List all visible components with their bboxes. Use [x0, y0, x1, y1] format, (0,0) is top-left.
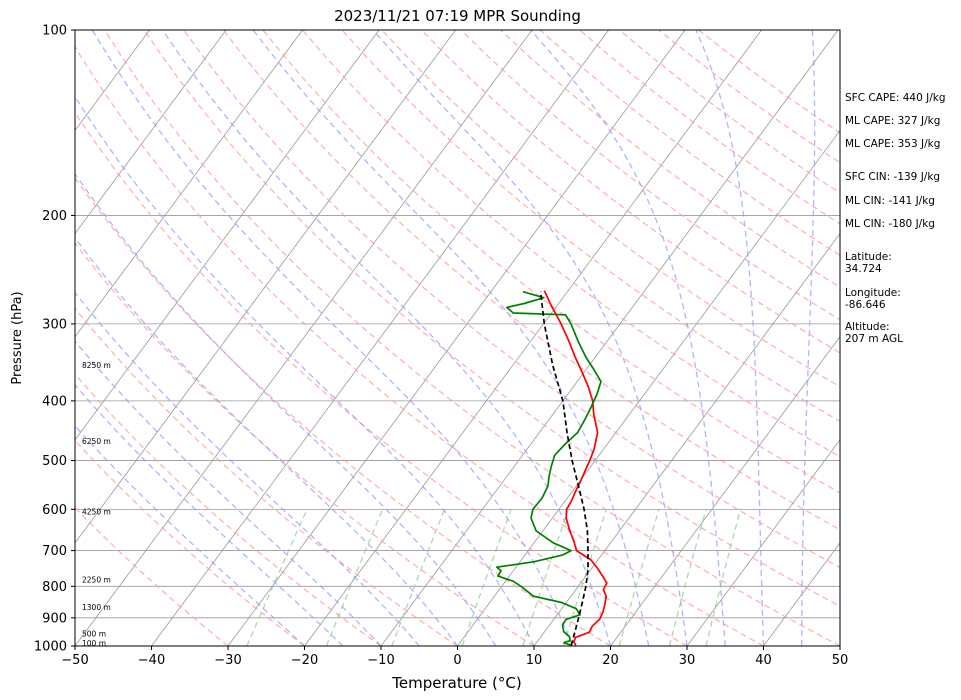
dry-adiabat-line	[381, 30, 840, 388]
info-latitude: Latitude: 34.724	[845, 251, 892, 275]
x-axis-label: Temperature (°C)	[391, 674, 521, 692]
height-label: 8250 m	[82, 361, 111, 370]
moist-adiabat-line	[91, 30, 573, 646]
moist-adiabat-line	[75, 384, 344, 646]
y-tick-label: 300	[42, 317, 67, 332]
isotherm-line	[75, 30, 380, 441]
moist-adiabat-line	[75, 424, 305, 646]
isotherm-line	[686, 439, 840, 646]
height-label: 6250 m	[82, 437, 111, 446]
y-tick-label: 600	[42, 503, 67, 518]
x-tick-label: −20	[291, 653, 318, 668]
dry-adiabat-line	[75, 111, 688, 646]
series-group	[495, 290, 608, 646]
moist-adiabat-line	[695, 30, 765, 646]
x-tick-label: 50	[832, 653, 849, 668]
dry-adiabat-line	[262, 30, 840, 494]
y-axis-label: Pressure (hPa)	[10, 291, 25, 384]
x-tick-label: −30	[214, 653, 241, 668]
x-tick-label: 20	[602, 653, 619, 668]
x-tick-label: 10	[526, 653, 543, 668]
isotherm-line	[151, 30, 609, 646]
mixing-ratio-line	[325, 509, 384, 646]
x-tick-label: −40	[138, 653, 165, 668]
x-tick-label: 30	[679, 653, 696, 668]
parcel-profile-line	[539, 291, 589, 646]
mixing-ratio-line	[668, 509, 707, 646]
height-label: 1300 m	[82, 603, 111, 612]
moist-adiabat-line	[75, 340, 382, 646]
mixing-ratio-line	[391, 509, 446, 646]
height-label: 100 m	[82, 639, 106, 648]
dry-adiabat-line	[75, 439, 305, 646]
isotherm-line	[304, 30, 762, 646]
mixing-ratio-line	[562, 509, 608, 646]
moist-adiabat-line	[162, 30, 612, 646]
x-tick-label: −10	[367, 653, 394, 668]
axes: −50 −40 −30 −20 −10 0 10 20 30 40 50 1000 900 800 700 6…	[34, 24, 848, 669]
dry-adiabat-line	[75, 45, 764, 646]
y-tick-label: 1000	[34, 640, 67, 655]
dry-adiabat-line	[75, 307, 458, 646]
mixing-ratio-line	[618, 509, 660, 646]
chart-title: 2023/11/21 07:19 MPR Sounding	[334, 7, 581, 25]
mixing-ratio-line	[522, 509, 569, 646]
x-tick-label: 0	[453, 653, 461, 668]
moist-adiabat-line	[530, 30, 726, 646]
x-tick-label: 40	[755, 653, 772, 668]
isotherm-line	[380, 30, 839, 646]
isotherm-line	[75, 30, 227, 235]
y-tick-label: 400	[42, 394, 67, 409]
y-tick-label: 900	[42, 611, 67, 626]
height-label: 2250 m	[82, 576, 111, 585]
dry-adiabat-line	[222, 30, 840, 531]
dry-adiabat-line	[75, 176, 611, 646]
moist-adiabat-line	[75, 172, 497, 646]
dry-adiabat-line	[143, 30, 840, 608]
background-lines	[75, 30, 840, 646]
y-tick-label: 700	[42, 544, 67, 559]
info-sfc-cape: SFC CAPE: 440 J/kg	[845, 92, 946, 104]
height-label: 4250 m	[82, 508, 111, 517]
dry-adiabat-line	[103, 30, 840, 646]
dry-adiabat-line	[75, 373, 382, 646]
temperature-line	[543, 290, 608, 646]
info-ml-cape-1: ML CAPE: 327 J/kg	[845, 115, 941, 127]
info-altitude: Altitude: 207 m AGL	[845, 321, 903, 345]
moist-adiabat-line	[75, 236, 459, 646]
isotherm-line	[75, 30, 303, 338]
moist-adiabat-line	[252, 30, 650, 646]
y-tick-label: 100	[42, 24, 67, 39]
x-tick-label: −50	[61, 653, 88, 668]
isotherm-line	[75, 30, 533, 646]
info-ml-cape-2: ML CAPE: 353 J/kg	[845, 138, 941, 150]
isotherm-line	[533, 232, 840, 646]
isotherm-line	[610, 336, 840, 646]
dry-adiabat-line	[341, 30, 840, 423]
y-tick-label: 500	[42, 454, 67, 469]
mixing-ratio-line	[705, 509, 742, 646]
info-ml-cin-1: ML CIN: -141 J/kg	[845, 195, 935, 207]
isotherm-line	[75, 30, 456, 544]
mixing-ratio-line	[461, 509, 512, 646]
height-label: 500 m	[82, 630, 106, 639]
moist-adiabat-line	[372, 30, 688, 646]
dry-adiabat-line	[183, 30, 840, 569]
info-longitude: Longitude: -86.646	[845, 287, 901, 311]
dry-adiabat-line	[420, 30, 840, 354]
dry-adiabat-line	[75, 506, 229, 646]
moist-adiabat-line	[75, 95, 535, 646]
moist-adiabat-line	[801, 30, 816, 646]
y-tick-label: 200	[42, 209, 67, 224]
mixing-ratio-line	[246, 509, 308, 646]
info-ml-cin-2: ML CIN: -180 J/kg	[845, 218, 935, 230]
info-sfc-cin: SFC CIN: -139 J/kg	[845, 171, 941, 183]
isotherm-line	[227, 30, 686, 646]
isotherm-line	[457, 129, 840, 646]
y-tick-label: 800	[42, 580, 67, 595]
dry-adiabat-line	[75, 242, 535, 646]
